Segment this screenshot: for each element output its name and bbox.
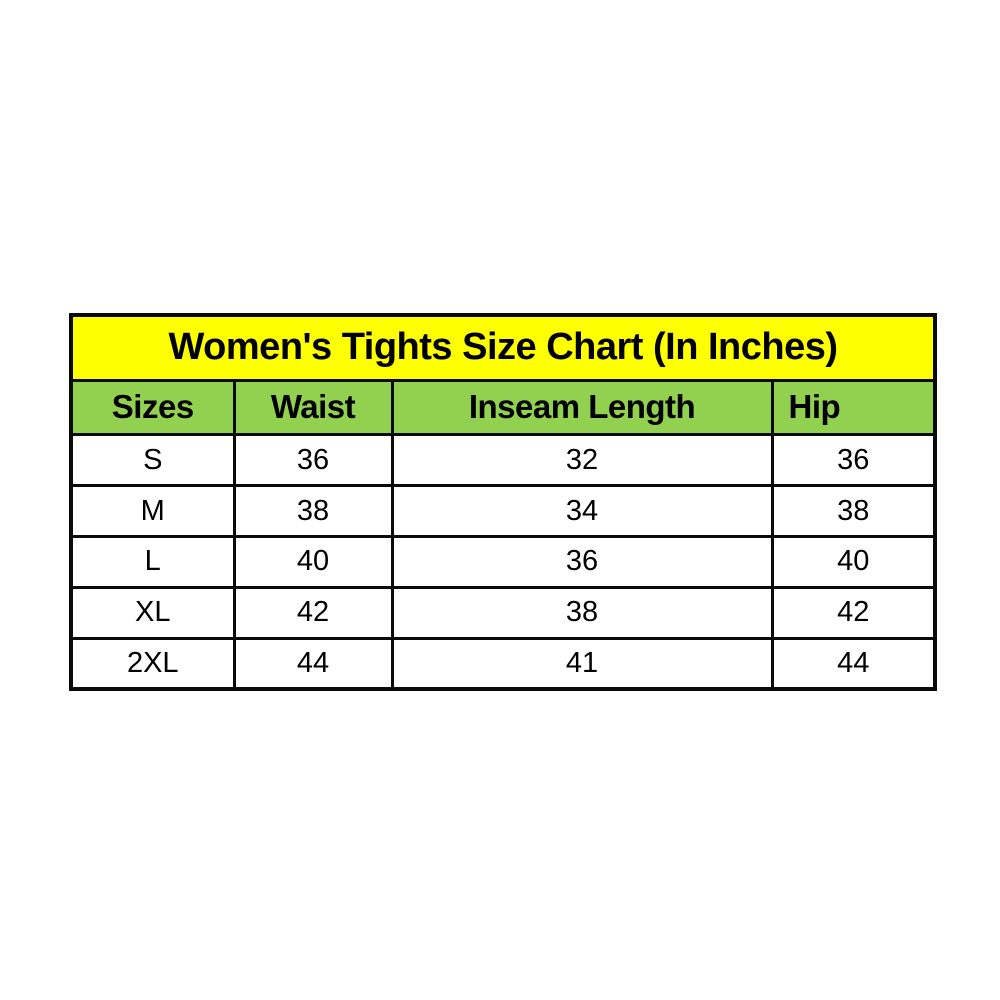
size-cell: 2XL	[69, 636, 236, 691]
table-row-xl: XL 42 38 42	[69, 585, 937, 640]
inseam-cell: 41	[390, 636, 774, 691]
size-cell: S	[69, 433, 236, 488]
inseam-cell: 36	[390, 535, 774, 589]
waist-cell: 38	[232, 484, 394, 539]
column-header-inseam-length: Inseam Length	[390, 378, 774, 437]
column-header-hip: Hip	[770, 378, 937, 437]
table-row-l: L 40 36 40	[69, 535, 937, 589]
hip-cell: 40	[770, 535, 937, 589]
header-row: Sizes Waist Inseam Length Hip	[69, 378, 937, 437]
column-header-waist: Waist	[232, 378, 394, 437]
hip-cell: 38	[770, 484, 937, 539]
table-row-2xl: 2XL 44 41 44	[69, 636, 937, 691]
hip-cell: 42	[770, 585, 937, 640]
hip-cell: 36	[770, 433, 937, 488]
hip-cell: 44	[770, 636, 937, 691]
size-cell: L	[69, 535, 236, 589]
waist-cell: 42	[232, 585, 394, 640]
waist-cell: 44	[232, 636, 394, 691]
chart-title: Women's Tights Size Chart (In Inches)	[69, 313, 937, 382]
inseam-cell: 32	[390, 433, 774, 488]
waist-cell: 36	[232, 433, 394, 488]
title-row: Women's Tights Size Chart (In Inches)	[69, 313, 937, 382]
table-row-s: S 36 32 36	[69, 433, 937, 488]
table-row-m: M 38 34 38	[69, 484, 937, 539]
inseam-cell: 38	[390, 585, 774, 640]
column-header-sizes: Sizes	[69, 378, 236, 437]
size-cell: M	[69, 484, 236, 539]
inseam-cell: 34	[390, 484, 774, 539]
size-chart-table: Women's Tights Size Chart (In Inches) Si…	[69, 313, 938, 691]
size-cell: XL	[69, 585, 236, 640]
waist-cell: 40	[232, 535, 394, 589]
